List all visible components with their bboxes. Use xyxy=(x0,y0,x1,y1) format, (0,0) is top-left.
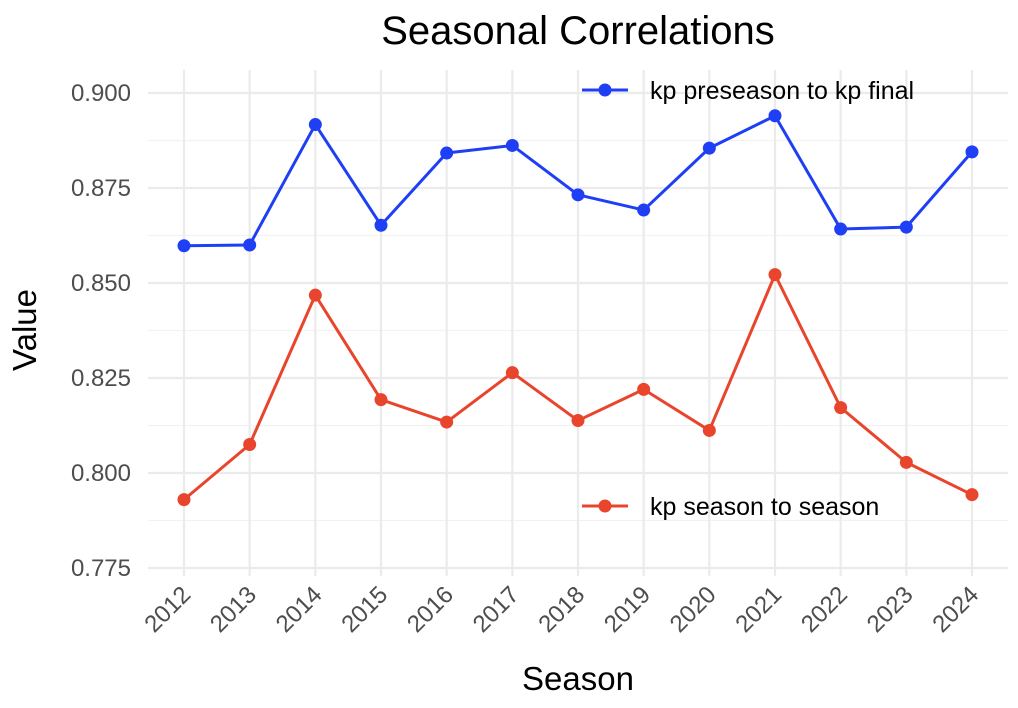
series-2-point xyxy=(505,366,519,380)
x-tick-label: 2016 xyxy=(402,581,459,638)
series-2-point xyxy=(243,438,257,451)
y-tick-label: 0.775 xyxy=(71,555,131,582)
series-1-point xyxy=(505,138,519,152)
chart-title: Seasonal Correlations xyxy=(381,9,775,53)
series-1-point xyxy=(834,222,848,236)
x-tick-label: 2014 xyxy=(271,581,328,638)
series-2-point xyxy=(768,268,782,282)
legend-label: kp preseason to kp final xyxy=(650,77,914,105)
series-2-point xyxy=(637,382,651,396)
x-tick-label: 2021 xyxy=(730,581,787,638)
y-axis-title: Value xyxy=(6,289,43,371)
series-2-point xyxy=(374,393,388,407)
legend: kp preseason to kp final kp season to sea… xyxy=(582,77,914,521)
series-2-point xyxy=(965,488,979,502)
legend-label: kp season to season xyxy=(650,493,879,521)
x-tick-label: 2022 xyxy=(796,581,853,638)
x-axis-ticks: 2012 2013 2014 2015 2016 2017 2018 2019 2020 2021… xyxy=(139,581,984,638)
series-1-point xyxy=(702,141,716,155)
y-tick-label: 0.850 xyxy=(71,270,131,297)
legend-item-1: kp preseason to kp final xyxy=(582,77,914,105)
series-1-point xyxy=(637,203,651,217)
series-1-point xyxy=(177,239,191,253)
grid xyxy=(148,70,1008,576)
series-1-point xyxy=(768,109,782,123)
x-tick-label: 2017 xyxy=(468,581,525,638)
series-2-point xyxy=(834,401,848,415)
x-tick-label: 2023 xyxy=(862,581,919,638)
legend-key-point xyxy=(598,83,612,97)
series-2-point xyxy=(440,415,454,429)
series-1-point xyxy=(374,218,388,232)
series-1-point xyxy=(899,220,913,234)
x-tick-label: 2019 xyxy=(599,581,656,638)
x-tick-label: 2018 xyxy=(533,581,590,638)
x-tick-label: 2015 xyxy=(336,581,393,638)
y-tick-label: 0.900 xyxy=(71,80,131,107)
series-2-point xyxy=(308,288,322,302)
series-1-point xyxy=(243,238,257,252)
series-1-point xyxy=(440,146,454,160)
x-axis-title: Season xyxy=(522,660,634,697)
x-tick-label: 2013 xyxy=(205,581,262,638)
legend-key-point xyxy=(598,499,612,513)
y-axis-ticks: 0.775 0.800 0.825 0.850 0.875 0.900 xyxy=(71,80,131,582)
x-tick-label: 2024 xyxy=(927,581,984,638)
series-2-point xyxy=(177,493,191,507)
series-2-point xyxy=(702,423,716,437)
series-2-point xyxy=(571,414,585,428)
y-tick-label: 0.825 xyxy=(71,365,131,392)
x-tick-label: 2020 xyxy=(665,581,722,638)
y-tick-label: 0.800 xyxy=(71,460,131,487)
legend-item-2: kp season to season xyxy=(582,493,879,521)
series-2-point xyxy=(899,455,913,469)
x-tick-label: 2012 xyxy=(139,581,196,638)
y-tick-label: 0.875 xyxy=(71,175,131,202)
series-1-point xyxy=(308,118,322,132)
series-layer xyxy=(177,109,979,507)
series-1-point xyxy=(965,145,979,159)
series-1-point xyxy=(571,188,585,202)
